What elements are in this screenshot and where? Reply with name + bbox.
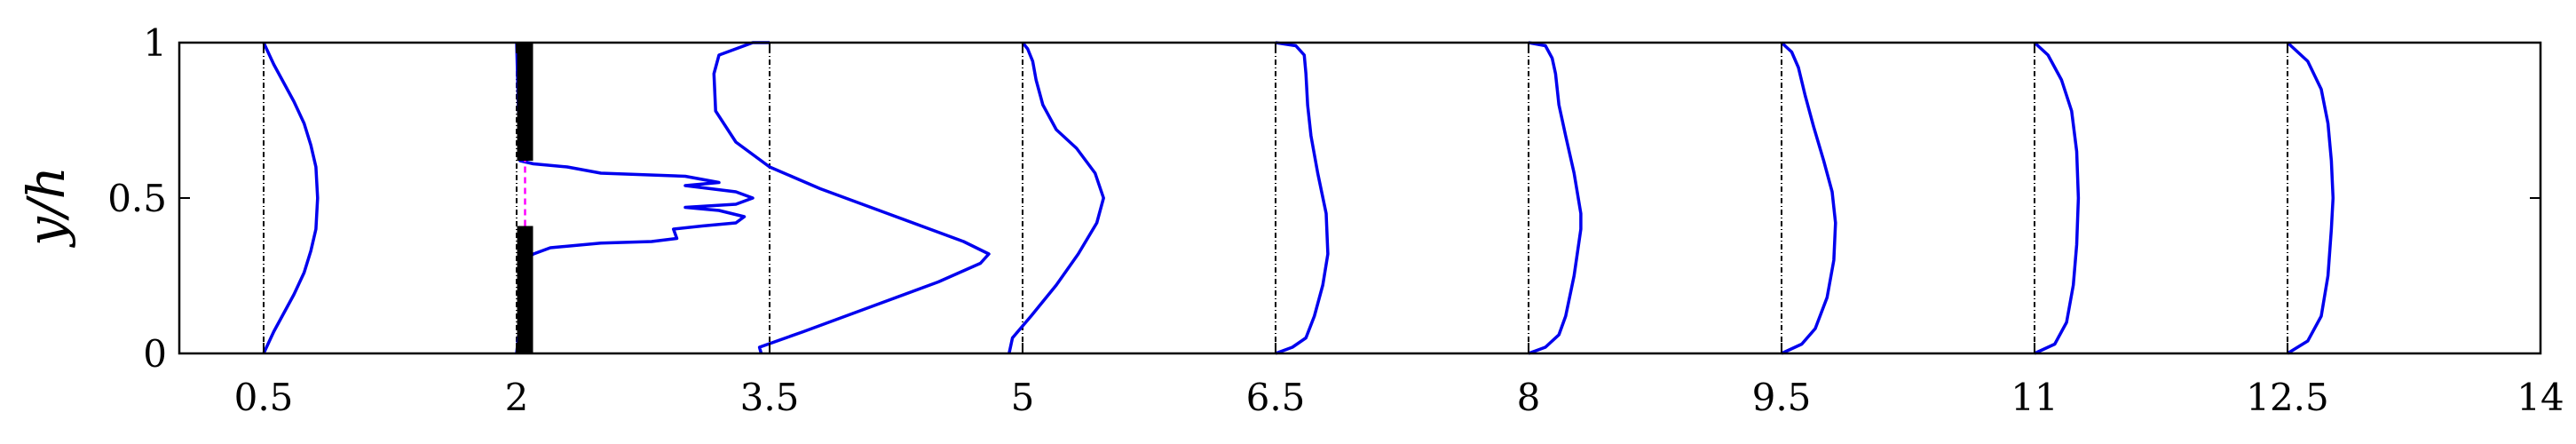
y-axis-label: y/h [16, 166, 76, 249]
x-tick-label-11: 11 [2011, 376, 2058, 419]
plot-frame [178, 41, 2542, 355]
axes-layer: 0.5 2 3.5 5 6.5 8 9.5 11 12.5 14 0 0.5 1 [107, 21, 2564, 419]
velocity-profile-8 [1528, 41, 1583, 355]
profiles-layer [262, 41, 2335, 355]
obstacle-block-upper [517, 43, 533, 161]
velocity-profile-3-5 [712, 41, 991, 354]
x-tick-label-6-5: 6.5 [1246, 376, 1306, 419]
x-tick-label-14: 14 [2517, 376, 2564, 419]
velocity-profile-5 [1007, 41, 1105, 354]
x-tick-label-0-5: 0.5 [234, 376, 294, 419]
x-tick-label-8: 8 [1517, 376, 1541, 419]
obstacle-block-lower [517, 226, 533, 353]
y-tick-label-0-5: 0.5 [107, 177, 167, 220]
velocity-profile-2 [515, 42, 755, 354]
x-tick-label-3-5: 3.5 [740, 376, 800, 419]
x-tick-label-2: 2 [505, 376, 529, 419]
velocity-profile-0-5 [262, 42, 320, 354]
x-tick-label-9-5: 9.5 [1752, 376, 1812, 419]
velocity-profile-12-5 [2286, 41, 2335, 355]
velocity-profile-9-5 [1780, 41, 1837, 355]
velocity-profile-6-5 [1275, 41, 1330, 355]
obstacle-layer [517, 43, 533, 353]
x-tick-label-12-5: 12.5 [2246, 376, 2329, 419]
y-tick-label-0: 0 [143, 332, 167, 376]
y-tick-label-1: 1 [143, 21, 167, 65]
x-tick-label-5: 5 [1011, 376, 1035, 419]
velocity-profile-11 [2033, 41, 2081, 355]
